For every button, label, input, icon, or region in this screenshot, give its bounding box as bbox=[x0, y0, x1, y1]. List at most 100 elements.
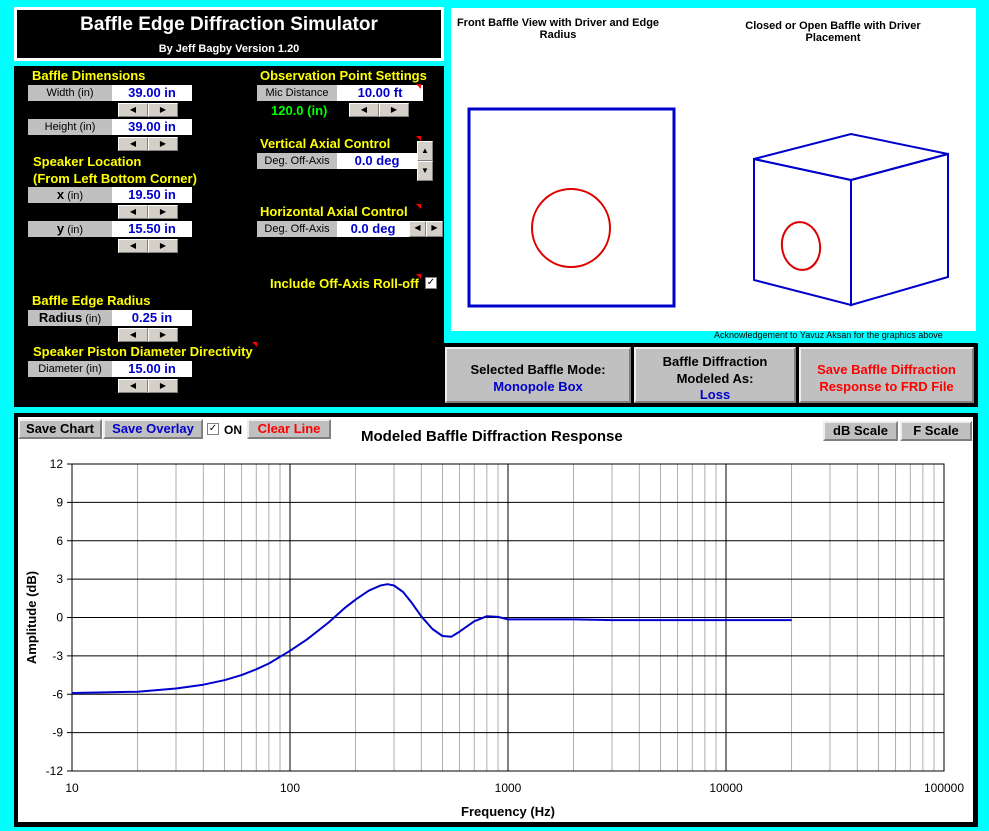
horizontal-off-axis-spinner[interactable]: ◀ ▶ bbox=[409, 221, 443, 237]
mic-distance-label: Mic Distance bbox=[257, 85, 337, 101]
vertical-axial-heading: Vertical Axial Control bbox=[260, 136, 391, 151]
y-tick-label: -9 bbox=[52, 726, 63, 740]
save-frd-button[interactable]: Save Baffle Diffraction Response to FRD … bbox=[799, 347, 974, 403]
x-label: x (in) bbox=[28, 187, 112, 203]
box-top-face bbox=[753, 132, 949, 182]
front-baffle-caption: Front Baffle View with Driver and Edge R… bbox=[456, 17, 660, 41]
box-driver-ellipse bbox=[780, 221, 822, 271]
baffle-graphics bbox=[467, 107, 949, 308]
horizontal-right-button[interactable]: ▶ bbox=[426, 221, 443, 237]
width-label: Width (in) bbox=[28, 85, 112, 101]
y-decrease-button[interactable]: ◀ bbox=[118, 239, 148, 253]
x-tick-label: 10 bbox=[65, 781, 79, 795]
y-tick-label: -12 bbox=[46, 764, 64, 778]
mic-distance-spinner[interactable]: ◀ ▶ bbox=[349, 103, 409, 117]
overlay-on-checkbox[interactable]: ✓ bbox=[207, 423, 219, 435]
x-input[interactable]: 19.50 in bbox=[112, 187, 192, 203]
diameter-input[interactable]: 15.00 in bbox=[112, 361, 192, 377]
save-overlay-button[interactable]: Save Overlay bbox=[103, 419, 203, 439]
db-scale-button[interactable]: dB Scale bbox=[823, 421, 898, 441]
diameter-label: Diameter (in) bbox=[28, 361, 112, 377]
selected-mode-label: Selected Baffle Mode: bbox=[470, 362, 606, 377]
selected-mode-value: Monopole Box bbox=[493, 379, 583, 394]
height-spinner[interactable]: ◀ ▶ bbox=[118, 137, 178, 151]
comment-marker bbox=[416, 204, 421, 209]
height-label: Height (in) bbox=[28, 119, 112, 135]
baffle-dimensions-heading: Baffle Dimensions bbox=[32, 68, 146, 83]
comment-marker bbox=[416, 274, 421, 279]
save-frd-label: Save Baffle Diffraction Response to FRD … bbox=[817, 362, 956, 394]
selected-baffle-mode[interactable]: Selected Baffle Mode: Monopole Box bbox=[445, 347, 631, 403]
y-label-text: y bbox=[56, 221, 65, 236]
x-label-unit: (in) bbox=[67, 190, 84, 202]
vertical-off-axis-spinner[interactable]: ▲ ▼ bbox=[417, 141, 433, 181]
save-chart-button[interactable]: Save Chart bbox=[18, 419, 102, 439]
box-baffle-caption: Closed or Open Baffle with Driver Placem… bbox=[745, 20, 921, 44]
response-curve bbox=[71, 583, 792, 694]
plot-frame bbox=[71, 463, 945, 772]
front-driver-circle bbox=[531, 188, 611, 268]
mic-distance-increase-button[interactable]: ▶ bbox=[379, 103, 409, 117]
radius-increase-button[interactable]: ▶ bbox=[148, 328, 178, 342]
piston-diameter-heading: Speaker Piston Diameter Directivity bbox=[33, 344, 253, 359]
y-increase-button[interactable]: ▶ bbox=[148, 239, 178, 253]
box-front-face bbox=[753, 157, 852, 307]
title-box: Baffle Edge Diffraction Simulator By Jef… bbox=[14, 7, 444, 61]
clear-line-button[interactable]: Clear Line bbox=[247, 419, 331, 439]
chart-panel: 10 100 1000 10000 100000 -12 -9 -6 -3 0 3 6 9 12 Frequ… bbox=[14, 413, 978, 827]
x-decrease-button[interactable]: ◀ bbox=[118, 205, 148, 219]
width-input[interactable]: 39.00 in bbox=[112, 85, 192, 101]
diameter-increase-button[interactable]: ▶ bbox=[148, 379, 178, 393]
horizontal-left-button[interactable]: ◀ bbox=[409, 221, 426, 237]
vertical-off-axis-input[interactable]: 0.0 deg bbox=[337, 153, 417, 169]
height-input[interactable]: 39.00 in bbox=[112, 119, 192, 135]
horizontal-off-axis-input[interactable]: 0.0 deg bbox=[337, 221, 409, 237]
box-side-face bbox=[850, 152, 949, 307]
vertical-up-button[interactable]: ▲ bbox=[417, 141, 433, 161]
vertical-off-axis-label: Deg. Off-Axis bbox=[257, 153, 337, 169]
radius-label: Radius (in) bbox=[28, 310, 112, 326]
mic-distance-decrease-button[interactable]: ◀ bbox=[349, 103, 379, 117]
observation-heading: Observation Point Settings bbox=[260, 68, 427, 83]
y-tick-label: 6 bbox=[56, 534, 63, 548]
vertical-down-button[interactable]: ▼ bbox=[417, 161, 433, 181]
y-input[interactable]: 15.50 in bbox=[112, 221, 192, 237]
diameter-decrease-button[interactable]: ◀ bbox=[118, 379, 148, 393]
graphics-panel: Front Baffle View with Driver and Edge R… bbox=[451, 8, 976, 331]
x-tick-label: 100 bbox=[280, 781, 300, 795]
x-spinner[interactable]: ◀ ▶ bbox=[118, 205, 178, 219]
y-tick-label: -6 bbox=[52, 687, 63, 701]
mic-distance-input[interactable]: 10.00 ft bbox=[337, 85, 423, 101]
graphics-acknowledgement: Acknowledgement to Yavuz Aksan for the g… bbox=[714, 330, 943, 340]
x-tick-label: 1000 bbox=[495, 781, 522, 795]
x-increase-button[interactable]: ▶ bbox=[148, 205, 178, 219]
diffraction-model-button[interactable]: Baffle Diffraction Modeled As: Loss bbox=[634, 347, 796, 403]
speaker-location-subheading: (From Left Bottom Corner) bbox=[33, 171, 197, 186]
height-decrease-button[interactable]: ◀ bbox=[118, 137, 148, 151]
y-tick-label: -3 bbox=[52, 649, 63, 663]
y-spinner[interactable]: ◀ ▶ bbox=[118, 239, 178, 253]
baffle-edge-radius-heading: Baffle Edge Radius bbox=[32, 293, 151, 308]
width-increase-button[interactable]: ▶ bbox=[148, 103, 178, 117]
app-title: Baffle Edge Diffraction Simulator bbox=[80, 14, 378, 35]
height-increase-button[interactable]: ▶ bbox=[148, 137, 178, 151]
radius-spinner[interactable]: ◀ ▶ bbox=[118, 328, 178, 342]
y-tick-label: 0 bbox=[56, 611, 63, 625]
diameter-spinner[interactable]: ◀ ▶ bbox=[118, 379, 178, 393]
x-tick-label: 100000 bbox=[924, 781, 964, 795]
x-label-text: x bbox=[56, 187, 65, 202]
comment-marker bbox=[416, 136, 421, 141]
modeled-as-label: Baffle Diffraction Modeled As: bbox=[662, 354, 768, 386]
radius-input[interactable]: 0.25 in bbox=[112, 310, 192, 326]
width-decrease-button[interactable]: ◀ bbox=[118, 103, 148, 117]
mic-distance-inches: 120.0 (in) bbox=[271, 103, 328, 118]
control-panel: Baffle Dimensions Width (in) 39.00 in ◀ … bbox=[14, 66, 444, 407]
y-axis-label: Amplitude (dB) bbox=[24, 571, 39, 664]
app-byline: By Jeff Bagby Version 1.20 bbox=[158, 43, 300, 55]
rolloff-checkbox[interactable]: ✓ bbox=[425, 277, 437, 289]
radius-decrease-button[interactable]: ◀ bbox=[118, 328, 148, 342]
width-spinner[interactable]: ◀ ▶ bbox=[118, 103, 178, 117]
front-baffle-outline bbox=[467, 107, 676, 308]
f-scale-button[interactable]: F Scale bbox=[900, 421, 972, 441]
chart-title: Modeled Baffle Diffraction Response bbox=[361, 428, 623, 445]
